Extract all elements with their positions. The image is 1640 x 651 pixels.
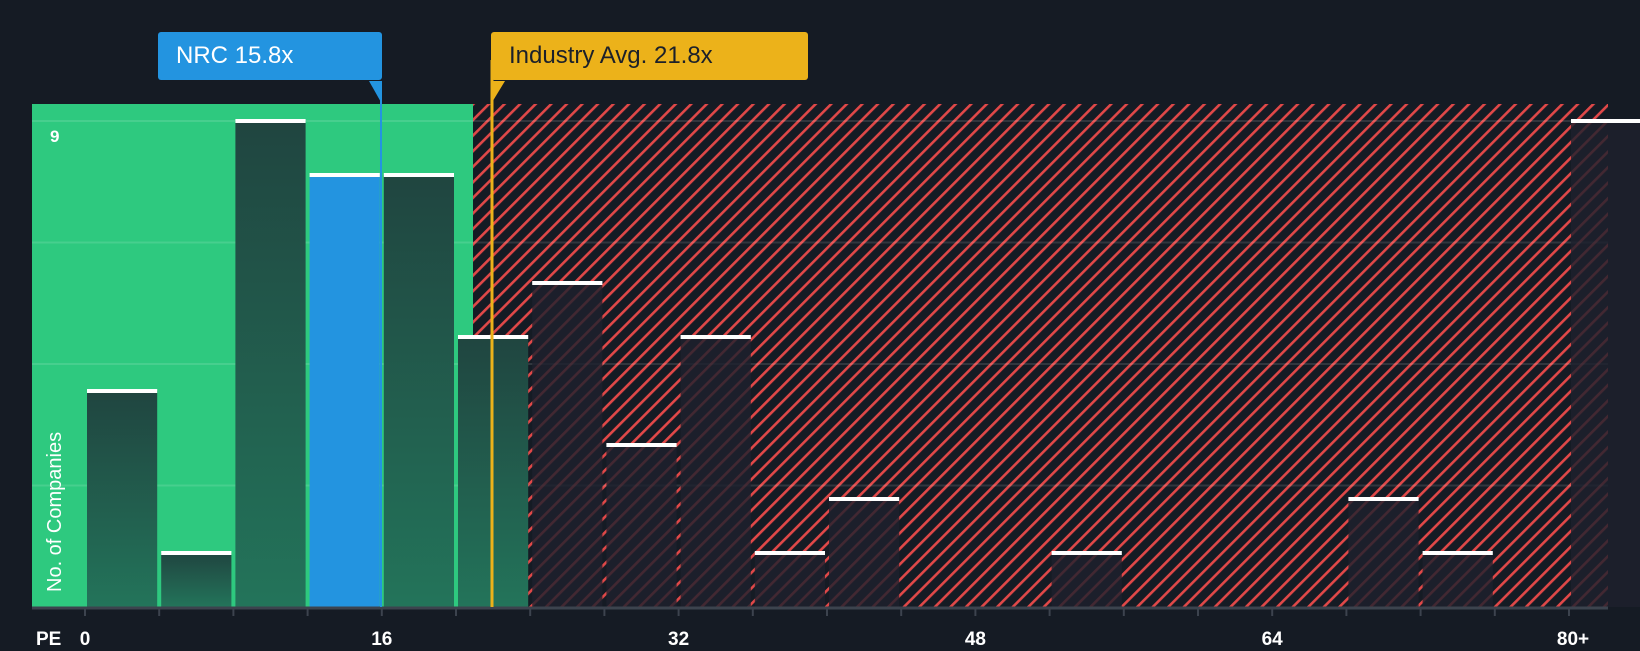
histogram-bar — [383, 175, 454, 607]
bar-top-cap — [235, 119, 306, 123]
histogram-bar — [1348, 499, 1419, 607]
histogram-bar — [829, 499, 900, 607]
x-tick-label: 64 — [1261, 629, 1283, 650]
x-tick-label: 32 — [668, 629, 690, 650]
histogram-bar — [235, 121, 306, 607]
histogram-bar — [309, 175, 380, 607]
histogram-bar — [1571, 121, 1640, 607]
histogram-bar — [87, 391, 158, 607]
nrc-pe-label: NRC 15.8x — [158, 32, 382, 80]
bar-top-cap — [754, 551, 825, 555]
bar-top-cap — [532, 281, 603, 285]
bar-top-cap — [87, 389, 158, 393]
histogram-bar — [532, 283, 603, 607]
histogram-bar — [606, 445, 677, 607]
histogram-bar — [680, 337, 751, 607]
bar-top-cap — [829, 497, 900, 501]
y-axis-label: No. of Companies — [44, 431, 66, 592]
bar-top-cap — [161, 551, 232, 555]
histogram-bar — [161, 553, 232, 607]
industry-pointer — [491, 81, 505, 104]
bar-top-cap — [1051, 551, 1122, 555]
x-tick-label: 0 — [79, 629, 91, 650]
x-tick-label: 16 — [371, 629, 393, 650]
histogram-bar — [1422, 553, 1493, 607]
x-tick-label: 80+ — [1556, 629, 1590, 650]
histogram-bar — [754, 553, 825, 607]
x-tick-label: 48 — [964, 629, 986, 650]
bar-top-cap — [309, 173, 380, 177]
nrc-pointer — [369, 81, 382, 104]
bar-top-cap — [1422, 551, 1493, 555]
histogram-bar — [1051, 553, 1122, 607]
bar-top-cap — [606, 443, 677, 447]
bar-top-cap — [680, 335, 751, 339]
industry-avg-label: Industry Avg. 21.8x — [491, 32, 808, 80]
bar-top-cap — [1571, 119, 1640, 123]
bar-top-cap — [383, 173, 454, 177]
y-tick-9: 9 — [50, 127, 60, 146]
bar-top-cap — [1348, 497, 1419, 501]
x-axis-name: PE — [36, 629, 62, 650]
